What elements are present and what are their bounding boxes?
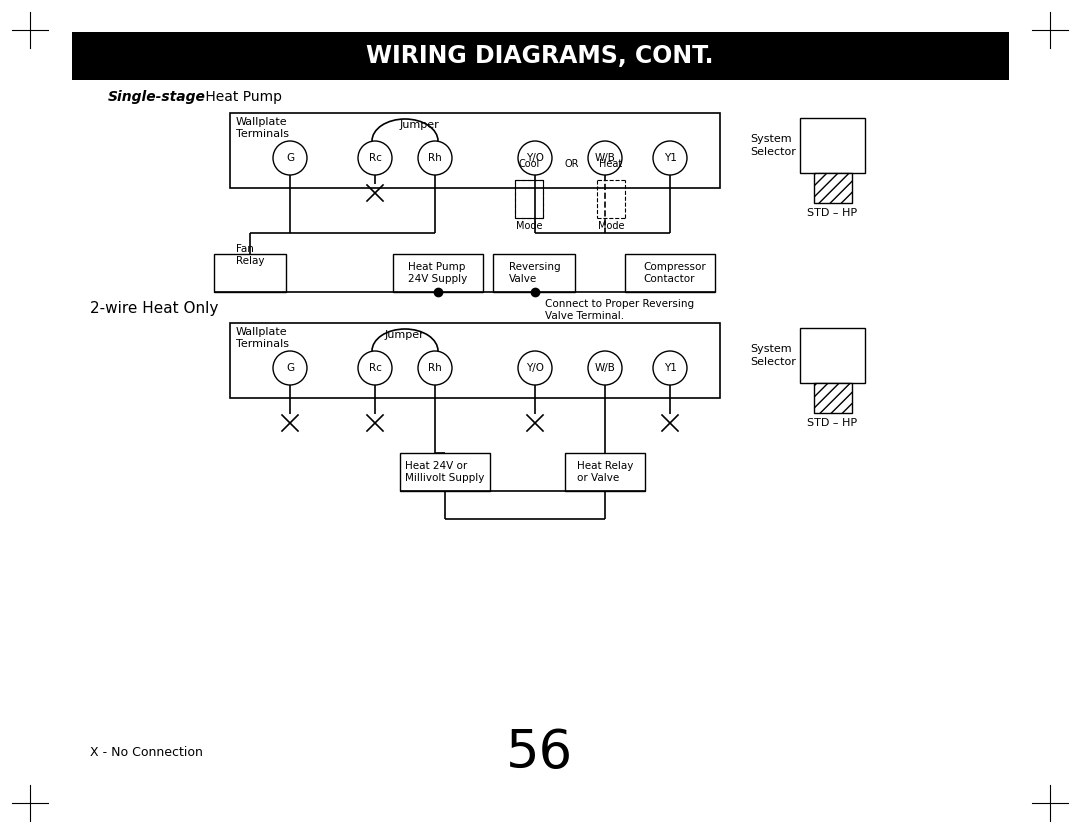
Text: Y/O: Y/O bbox=[526, 363, 544, 373]
Text: G: G bbox=[286, 153, 294, 163]
Bar bbox=[515, 180, 543, 218]
Bar bbox=[400, 453, 490, 491]
Text: Heat: Heat bbox=[599, 159, 623, 169]
Text: Wallplate
Terminals: Wallplate Terminals bbox=[237, 327, 289, 349]
Bar bbox=[813, 173, 851, 203]
Text: Mode: Mode bbox=[597, 221, 624, 231]
Text: Cool: Cool bbox=[518, 159, 540, 169]
Text: Fan
Relay: Fan Relay bbox=[235, 244, 265, 267]
Bar bbox=[492, 254, 575, 292]
Text: Heat Relay
or Valve: Heat Relay or Valve bbox=[577, 461, 633, 483]
Text: X - No Connection: X - No Connection bbox=[90, 746, 203, 760]
Bar bbox=[230, 113, 720, 188]
Bar bbox=[565, 453, 645, 491]
Text: Heat 24V or
Millivolt Supply: Heat 24V or Millivolt Supply bbox=[405, 461, 485, 483]
Text: Jumper: Jumper bbox=[400, 120, 440, 130]
Text: W/B: W/B bbox=[595, 153, 616, 163]
Text: 56: 56 bbox=[507, 727, 573, 779]
Text: Jumper: Jumper bbox=[384, 330, 424, 340]
Bar bbox=[813, 383, 851, 413]
Text: Compressor
Contactor: Compressor Contactor bbox=[644, 262, 706, 284]
Text: Connect to Proper Reversing
Valve Terminal.: Connect to Proper Reversing Valve Termin… bbox=[545, 299, 694, 322]
Bar bbox=[214, 254, 286, 292]
Text: System
Selector: System Selector bbox=[751, 344, 796, 367]
Bar bbox=[800, 118, 865, 173]
Text: 2-wire Heat Only: 2-wire Heat Only bbox=[90, 301, 218, 316]
Text: Rh: Rh bbox=[428, 363, 442, 373]
Text: G: G bbox=[286, 363, 294, 373]
Text: Single-stage: Single-stage bbox=[108, 90, 206, 104]
Bar bbox=[72, 32, 1009, 80]
Text: STD – HP: STD – HP bbox=[808, 208, 858, 218]
Bar bbox=[393, 254, 483, 292]
Text: Y/O: Y/O bbox=[526, 153, 544, 163]
Text: Wallplate
Terminals: Wallplate Terminals bbox=[237, 117, 289, 139]
Text: Rc: Rc bbox=[368, 363, 381, 373]
Text: Heat Pump
24V Supply: Heat Pump 24V Supply bbox=[408, 262, 468, 284]
Text: Y1: Y1 bbox=[663, 363, 676, 373]
Text: Y1: Y1 bbox=[663, 153, 676, 163]
Text: WIRING DIAGRAMS, CONT.: WIRING DIAGRAMS, CONT. bbox=[366, 44, 714, 68]
Text: Mode: Mode bbox=[516, 221, 542, 231]
Bar bbox=[230, 323, 720, 398]
Text: W/B: W/B bbox=[595, 363, 616, 373]
Text: OR: OR bbox=[565, 159, 579, 169]
Text: Heat Pump: Heat Pump bbox=[201, 90, 282, 104]
Text: Rc: Rc bbox=[368, 153, 381, 163]
Text: Rh: Rh bbox=[428, 153, 442, 163]
Text: Reversing
Valve: Reversing Valve bbox=[509, 262, 561, 284]
Bar bbox=[800, 328, 865, 383]
Text: System
Selector: System Selector bbox=[751, 134, 796, 157]
Text: STD – HP: STD – HP bbox=[808, 418, 858, 428]
Bar bbox=[625, 254, 715, 292]
